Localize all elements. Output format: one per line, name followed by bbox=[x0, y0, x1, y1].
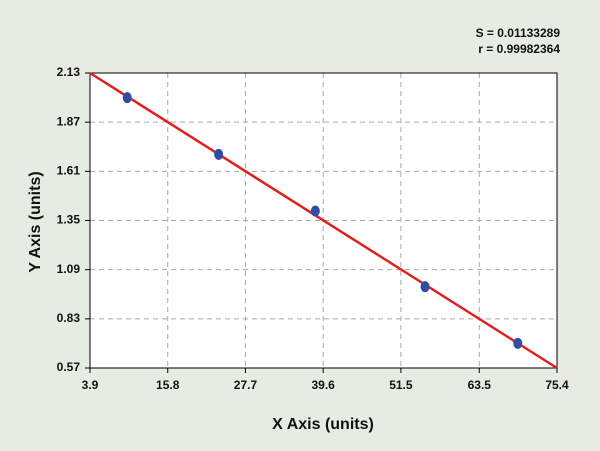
point bbox=[420, 281, 430, 293]
x-tick-label: 63.5 bbox=[468, 378, 492, 392]
x-tick-label: 3.9 bbox=[82, 378, 99, 392]
y-tick-label: 1.09 bbox=[57, 262, 81, 276]
y-axis-title: Y Axis (units) bbox=[27, 171, 44, 272]
fit-line bbox=[89, 71, 558, 370]
y-tick-label: 1.61 bbox=[57, 164, 81, 178]
point bbox=[214, 148, 224, 160]
y-tick-label: 0.83 bbox=[57, 311, 81, 325]
plot-border bbox=[89, 72, 558, 369]
annotation: r = 0.99982364 bbox=[478, 42, 560, 56]
x-axis-title: X Axis (units) bbox=[272, 416, 374, 433]
y-tick-label: 1.87 bbox=[57, 114, 81, 128]
y-tick-label: 0.57 bbox=[57, 360, 81, 374]
x-tick-label: 39.6 bbox=[311, 378, 335, 392]
y-tick-label: 1.35 bbox=[57, 213, 81, 227]
annotation: S = 0.01133289 bbox=[476, 26, 561, 40]
point bbox=[513, 337, 523, 349]
x-tick-label: 75.4 bbox=[545, 378, 569, 392]
y-tick-label: 2.13 bbox=[57, 65, 81, 79]
x-tick-label: 27.7 bbox=[234, 378, 258, 392]
x-tick-label: 15.8 bbox=[156, 378, 180, 392]
x-tick-label: 51.5 bbox=[389, 378, 413, 392]
point bbox=[310, 205, 320, 217]
point bbox=[122, 92, 132, 104]
